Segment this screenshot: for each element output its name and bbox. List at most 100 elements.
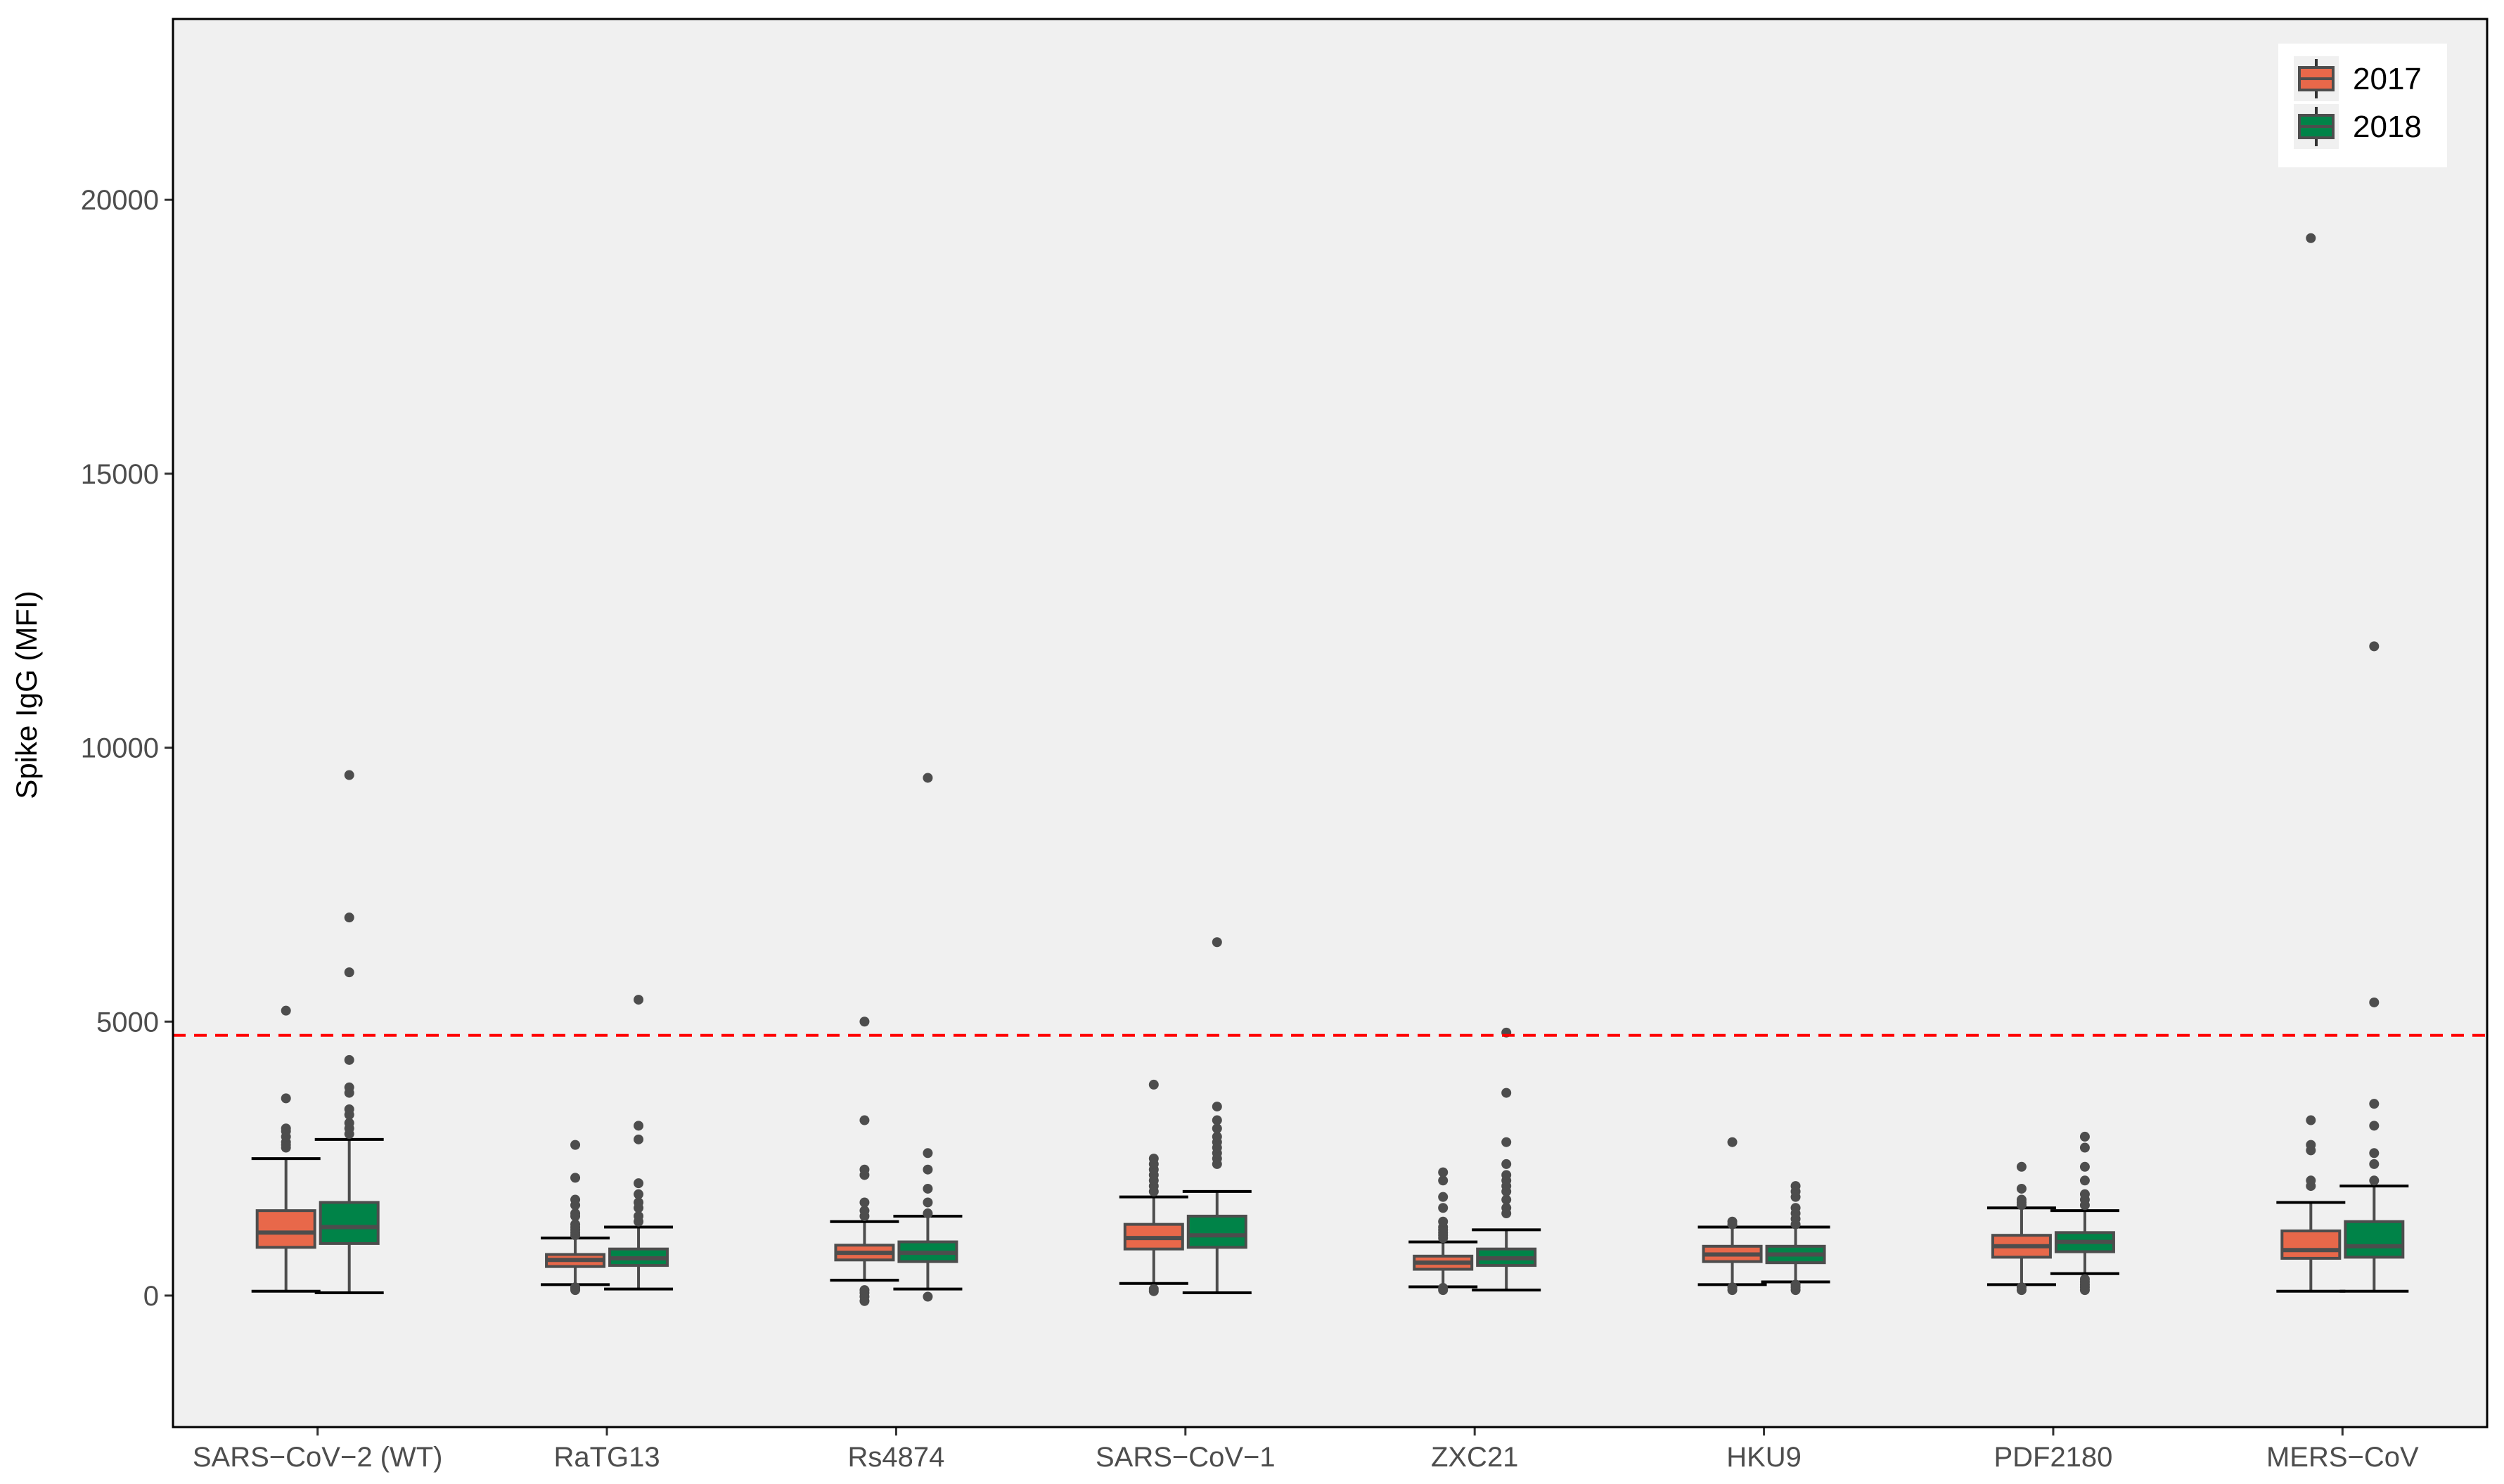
outlier-point: [1501, 1088, 1512, 1098]
outlier-point: [1501, 1203, 1512, 1213]
box-iqr: [2344, 1220, 2405, 1259]
outlier-point: [2079, 1142, 2090, 1153]
box-iqr: [255, 1209, 316, 1249]
outlier-point: [2369, 1159, 2380, 1169]
outlier-point: [1501, 1159, 1512, 1169]
outlier-point: [281, 1005, 291, 1016]
outlier-point: [1438, 1167, 1449, 1177]
outlier-point: [2306, 1115, 2316, 1125]
outlier-point: [1790, 1203, 1801, 1213]
outlier-point: [1212, 1123, 1222, 1134]
box-iqr: [319, 1201, 380, 1245]
outlier-point: [2369, 641, 2380, 652]
outlier-point: [570, 1219, 581, 1230]
outlier-point: [281, 1123, 291, 1134]
outlier-point: [634, 1211, 644, 1221]
boxes-layer: [251, 233, 2409, 1306]
outlier-point: [570, 1173, 581, 1183]
outlier-point: [2369, 997, 2380, 1007]
legend: 2017 2018: [2278, 44, 2447, 167]
outlier-point: [2369, 1148, 2380, 1159]
outlier-point: [859, 1164, 870, 1175]
x-tick-label: SARS−CoV−1: [1096, 1442, 1276, 1473]
box-2017-1: [541, 1140, 610, 1296]
y-tick-label: 15000: [81, 459, 159, 490]
plot-panel: [173, 19, 2487, 1427]
outlier-point: [2306, 233, 2316, 243]
x-tick-label: RaTG13: [553, 1442, 660, 1473]
x-tick-label: ZXC21: [1431, 1442, 1519, 1473]
outlier-point: [570, 1140, 581, 1150]
box-2018-4: [1472, 1027, 1541, 1292]
outlier-point: [281, 1093, 291, 1104]
outlier-point: [1148, 1079, 1159, 1090]
outlier-point: [923, 1148, 933, 1159]
outlier-point: [2079, 1274, 2090, 1284]
box-2018-3: [1182, 937, 1252, 1295]
outlier-point: [1212, 1102, 1222, 1112]
outlier-point: [634, 1134, 644, 1144]
outlier-point: [2016, 1282, 2027, 1293]
box-2017-6: [1986, 1161, 2056, 1296]
box-iqr: [2280, 1229, 2342, 1260]
outlier-point: [1727, 1137, 1738, 1147]
outlier-point: [2306, 1175, 2316, 1186]
outlier-point: [1438, 1192, 1449, 1202]
outlier-point: [859, 1206, 870, 1216]
outlier-point: [923, 1183, 933, 1194]
outlier-point: [2016, 1183, 2027, 1194]
y-tick-label: 10000: [81, 733, 159, 764]
box-2017-2: [830, 1017, 899, 1306]
box-2017-0: [251, 1005, 321, 1293]
outlier-point: [1148, 1284, 1159, 1294]
outlier-point: [1501, 1194, 1512, 1205]
outlier-point: [923, 1164, 933, 1175]
outlier-point: [2016, 1161, 2027, 1172]
box-2018-6: [2050, 1131, 2119, 1296]
outlier-point: [634, 1178, 644, 1189]
y-tick-label: 0: [143, 1281, 159, 1312]
outlier-point: [923, 1208, 933, 1219]
outlier-point: [344, 770, 354, 780]
outlier-point: [344, 1054, 354, 1065]
outlier-point: [1438, 1283, 1449, 1293]
outlier-point: [634, 995, 644, 1005]
plot-border: [172, 18, 2489, 1428]
outlier-point: [634, 1197, 644, 1208]
outlier-point: [1212, 1131, 1222, 1142]
x-tick-label: SARS−CoV−2 (WT): [193, 1442, 443, 1473]
legend-item-2017: 2017: [2294, 56, 2422, 101]
outlier-point: [859, 1197, 870, 1208]
outlier-point: [1790, 1181, 1801, 1192]
outlier-point: [2079, 1175, 2090, 1186]
outlier-point: [1501, 1137, 1512, 1147]
y-tick-label: 5000: [96, 1007, 159, 1038]
outlier-point: [859, 1115, 870, 1125]
x-tick-label: MERS−CoV: [2266, 1442, 2419, 1473]
outlier-point: [2079, 1189, 2090, 1199]
box-2018-1: [604, 995, 674, 1291]
outlier-point: [1438, 1216, 1449, 1227]
box-2018-2: [893, 773, 963, 1302]
box-2017-5: [1697, 1137, 1767, 1296]
outlier-point: [570, 1194, 581, 1205]
outlier-point: [923, 1197, 933, 1208]
outlier-point: [859, 1285, 870, 1296]
box-iqr: [1186, 1214, 1247, 1249]
outlier-point: [2306, 1140, 2316, 1150]
outlier-point: [1727, 1216, 1738, 1227]
outlier-point: [2369, 1099, 2380, 1109]
outlier-point: [2369, 1121, 2380, 1131]
outlier-point: [570, 1208, 581, 1219]
legend-item-2018: 2018: [2294, 104, 2422, 149]
outlier-point: [1501, 1170, 1512, 1180]
outlier-point: [634, 1189, 644, 1199]
box-2018-7: [2339, 641, 2409, 1293]
x-tick-label: HKU9: [1726, 1442, 1802, 1473]
x-tick-label: PDF2180: [1993, 1442, 2112, 1473]
box-2018-5: [1761, 1181, 1830, 1296]
outlier-point: [344, 1118, 354, 1128]
box-2017-4: [1408, 1167, 1478, 1296]
legend-label: 2017: [2353, 62, 2422, 96]
